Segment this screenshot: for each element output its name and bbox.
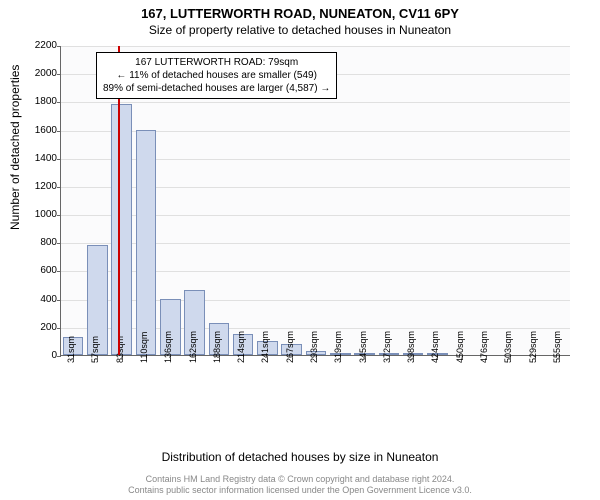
x-tick-label: 267sqm — [285, 331, 295, 363]
y-tick-label: 1000 — [21, 209, 57, 220]
y-tick-mark — [57, 159, 61, 160]
y-tick-mark — [57, 356, 61, 357]
x-tick-label: 529sqm — [528, 331, 538, 363]
y-tick-mark — [57, 271, 61, 272]
y-tick-label: 1600 — [21, 125, 57, 136]
x-tick-label: 398sqm — [406, 331, 416, 363]
x-tick-label: 162sqm — [188, 331, 198, 363]
y-tick-mark — [57, 74, 61, 75]
gridline — [61, 102, 570, 103]
y-tick-mark — [57, 328, 61, 329]
bar — [136, 130, 157, 355]
y-tick-label: 2000 — [21, 68, 57, 79]
x-tick-label: 372sqm — [382, 331, 392, 363]
plot-region: 0200400600800100012001400160018002000220… — [60, 46, 570, 356]
x-tick-label: 345sqm — [358, 331, 368, 363]
footer: Contains HM Land Registry data © Crown c… — [0, 474, 600, 496]
x-tick-label: 136sqm — [163, 331, 173, 363]
x-tick-label: 503sqm — [503, 331, 513, 363]
x-tick-label: 31sqm — [66, 336, 76, 363]
x-tick-label: 188sqm — [212, 331, 222, 363]
x-tick-label: 424sqm — [430, 331, 440, 363]
y-tick-label: 600 — [21, 265, 57, 276]
x-tick-label: 450sqm — [455, 331, 465, 363]
footer-line1: Contains HM Land Registry data © Crown c… — [0, 474, 600, 485]
x-tick-label: 110sqm — [139, 332, 149, 363]
y-tick-label: 1800 — [21, 96, 57, 107]
y-tick-label: 0 — [21, 350, 57, 361]
x-tick-label: 241sqm — [260, 331, 270, 363]
x-tick-label: 319sqm — [333, 331, 343, 363]
x-tick-label: 476sqm — [479, 331, 489, 363]
gridline — [61, 46, 570, 47]
y-tick-mark — [57, 46, 61, 47]
y-tick-mark — [57, 300, 61, 301]
chart-area: 0200400600800100012001400160018002000220… — [60, 46, 570, 416]
page-title: 167, LUTTERWORTH ROAD, NUNEATON, CV11 6P… — [0, 0, 600, 21]
y-tick-label: 1200 — [21, 181, 57, 192]
footer-line2: Contains public sector information licen… — [0, 485, 600, 496]
y-tick-mark — [57, 131, 61, 132]
y-tick-label: 1400 — [21, 153, 57, 164]
y-tick-mark — [57, 243, 61, 244]
y-axis-label: Number of detached properties — [8, 65, 22, 230]
info-box-line1: 167 LUTTERWORTH ROAD: 79sqm — [103, 56, 330, 69]
x-tick-label: 293sqm — [309, 331, 319, 363]
y-tick-label: 2200 — [21, 40, 57, 51]
y-tick-label: 200 — [21, 322, 57, 333]
x-tick-label: 57sqm — [90, 336, 100, 363]
x-axis-label: Distribution of detached houses by size … — [0, 450, 600, 464]
x-tick-label: 555sqm — [552, 331, 562, 363]
info-box-line3: 89% of semi-detached houses are larger (… — [103, 82, 330, 95]
info-box-line2: ← 11% of detached houses are smaller (54… — [103, 69, 330, 82]
y-tick-mark — [57, 102, 61, 103]
x-tick-label: 214sqm — [236, 331, 246, 363]
page-subtitle: Size of property relative to detached ho… — [0, 21, 600, 37]
y-tick-mark — [57, 187, 61, 188]
info-box: 167 LUTTERWORTH ROAD: 79sqm ← 11% of det… — [96, 52, 337, 99]
bar — [111, 104, 132, 355]
y-tick-label: 400 — [21, 294, 57, 305]
y-tick-mark — [57, 215, 61, 216]
y-tick-label: 800 — [21, 237, 57, 248]
